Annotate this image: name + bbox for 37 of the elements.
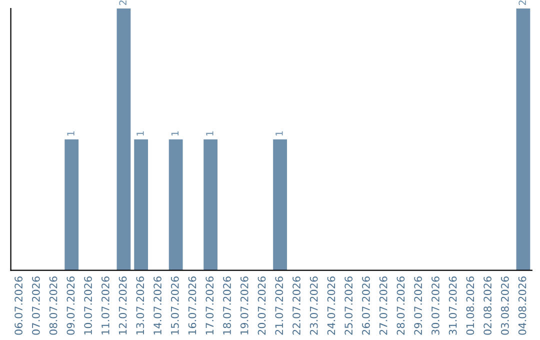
x-tick-label: 16.07.2026 bbox=[188, 276, 196, 334]
x-tick-label: 23.07.2026 bbox=[310, 276, 318, 335]
x-tick-label: 03.08.2026 bbox=[500, 276, 509, 335]
x-tick-label: 27.07.2026 bbox=[379, 276, 388, 335]
data-label: 2 bbox=[119, 0, 126, 6]
x-tick-label: 30.07.2026 bbox=[432, 276, 440, 335]
x-tick-label: 20.07.2026 bbox=[258, 276, 266, 335]
x-tick-label: 24.07.2026 bbox=[327, 276, 336, 335]
x-tick-label: 01.08.2026 bbox=[466, 276, 474, 335]
data-label: 1 bbox=[171, 131, 178, 136]
x-tick-label: 18.07.2026 bbox=[223, 276, 231, 334]
x-tick-label: 04.08.2026 bbox=[518, 276, 526, 335]
x-tick-label: 29.07.2026 bbox=[414, 276, 422, 335]
x-tick-label: 02.08.2026 bbox=[484, 276, 492, 335]
x-tick-label: 06.07.2026 bbox=[14, 276, 23, 335]
x-tick-label: 11.07.2026 bbox=[101, 276, 110, 334]
x-tick-label: 19.07.2026 bbox=[240, 276, 248, 334]
x-tick-label: 08.07.2026 bbox=[49, 276, 58, 335]
x-tick-label: 21.07.2026 bbox=[275, 276, 284, 335]
x-tick-label: 14.07.2026 bbox=[154, 276, 162, 334]
x-tick-label: 15.07.2026 bbox=[170, 276, 179, 334]
x-tick-label: 22.07.2026 bbox=[292, 276, 300, 335]
x-tick-label: 25.07.2026 bbox=[344, 276, 353, 335]
data-label: 1 bbox=[67, 131, 74, 136]
data-label: 1 bbox=[206, 131, 214, 136]
x-tick-label: 13.07.2026 bbox=[136, 276, 144, 334]
x-tick-label: 07.07.2026 bbox=[32, 276, 40, 335]
x-tick-label: 26.07.2026 bbox=[362, 276, 370, 335]
x-tick-label: 31.07.2026 bbox=[448, 276, 457, 335]
x-tick-label: 28.07.2026 bbox=[396, 276, 405, 335]
data-label: 1 bbox=[136, 131, 144, 136]
x-tick-label: 10.07.2026 bbox=[84, 276, 92, 334]
data-label: 2 bbox=[518, 0, 526, 6]
data-label: 1 bbox=[276, 131, 283, 136]
x-tick-label: 09.07.2026 bbox=[66, 276, 75, 335]
x-tick-label: 12.07.2026 bbox=[118, 276, 127, 334]
x-tick-label: 17.07.2026 bbox=[206, 276, 214, 334]
